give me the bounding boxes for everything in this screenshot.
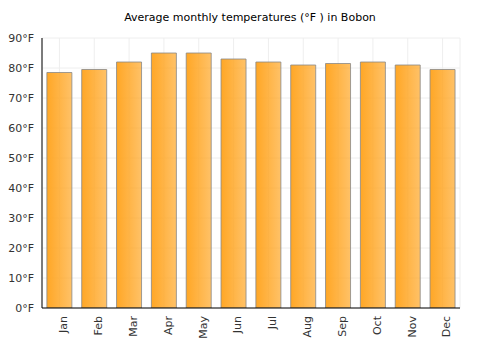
svg-text:50°F: 50°F xyxy=(8,152,34,165)
svg-text:90°F: 90°F xyxy=(8,32,34,45)
svg-text:10°F: 10°F xyxy=(8,272,34,285)
svg-text:Jan: Jan xyxy=(57,316,70,334)
svg-text:0°F: 0°F xyxy=(15,302,34,315)
svg-text:80°F: 80°F xyxy=(8,62,34,75)
svg-text:Mar: Mar xyxy=(127,316,140,337)
svg-text:Jun: Jun xyxy=(231,316,244,334)
svg-text:Apr: Apr xyxy=(162,316,175,336)
svg-text:Feb: Feb xyxy=(92,316,105,335)
svg-text:Dec: Dec xyxy=(440,316,453,337)
svg-text:Sep: Sep xyxy=(336,316,349,337)
svg-text:70°F: 70°F xyxy=(8,92,34,105)
svg-text:May: May xyxy=(197,316,210,339)
svg-text:60°F: 60°F xyxy=(8,122,34,135)
html-text:Average monthly temperatures (: Average monthly temperatures (°F ) in Bo… xyxy=(124,11,376,24)
svg-text:Aug: Aug xyxy=(301,316,314,337)
svg-text:30°F: 30°F xyxy=(8,212,34,225)
svg-text:Jul: Jul xyxy=(266,316,279,330)
svg-text:Nov: Nov xyxy=(406,316,419,338)
svg-text:20°F: 20°F xyxy=(8,242,34,255)
svg-text:Oct: Oct xyxy=(371,315,384,335)
svg-text:40°F: 40°F xyxy=(8,182,34,195)
